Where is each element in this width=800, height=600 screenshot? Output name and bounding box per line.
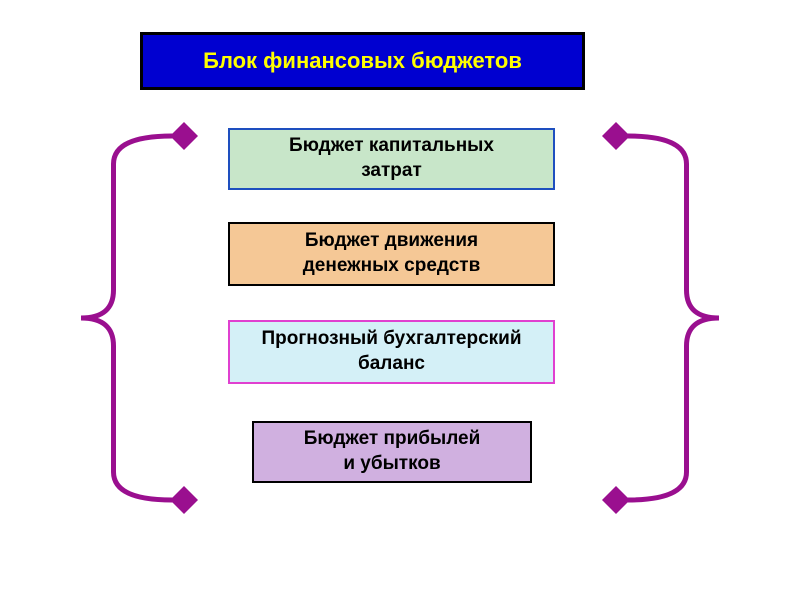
left-brace	[68, 118, 198, 518]
box-label: Бюджет движенияденежных средств	[303, 229, 481, 278]
box-capital-expenditure: Бюджет капитальныхзатрат	[228, 128, 555, 190]
box-label: Прогнозный бухгалтерскийбаланс	[261, 327, 521, 376]
diagram-title: Блок финансовых бюджетов	[140, 32, 585, 90]
right-brace	[602, 118, 732, 518]
box-cash-flow: Бюджет движенияденежных средств	[228, 222, 555, 286]
box-label: Бюджет прибылейи убытков	[304, 427, 481, 476]
box-balance-forecast: Прогнозный бухгалтерскийбаланс	[228, 320, 555, 384]
box-profit-loss: Бюджет прибылейи убытков	[252, 421, 532, 483]
box-label: Бюджет капитальныхзатрат	[289, 134, 494, 183]
